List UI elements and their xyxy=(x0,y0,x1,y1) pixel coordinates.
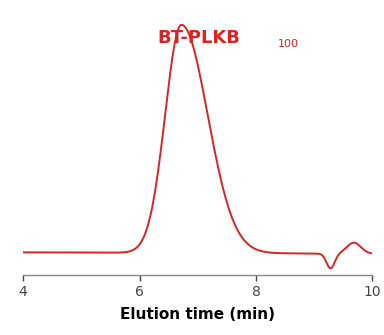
X-axis label: Elution time (min): Elution time (min) xyxy=(120,308,275,323)
Text: BT-PLKB: BT-PLKB xyxy=(157,28,240,47)
Text: 100: 100 xyxy=(278,39,298,49)
